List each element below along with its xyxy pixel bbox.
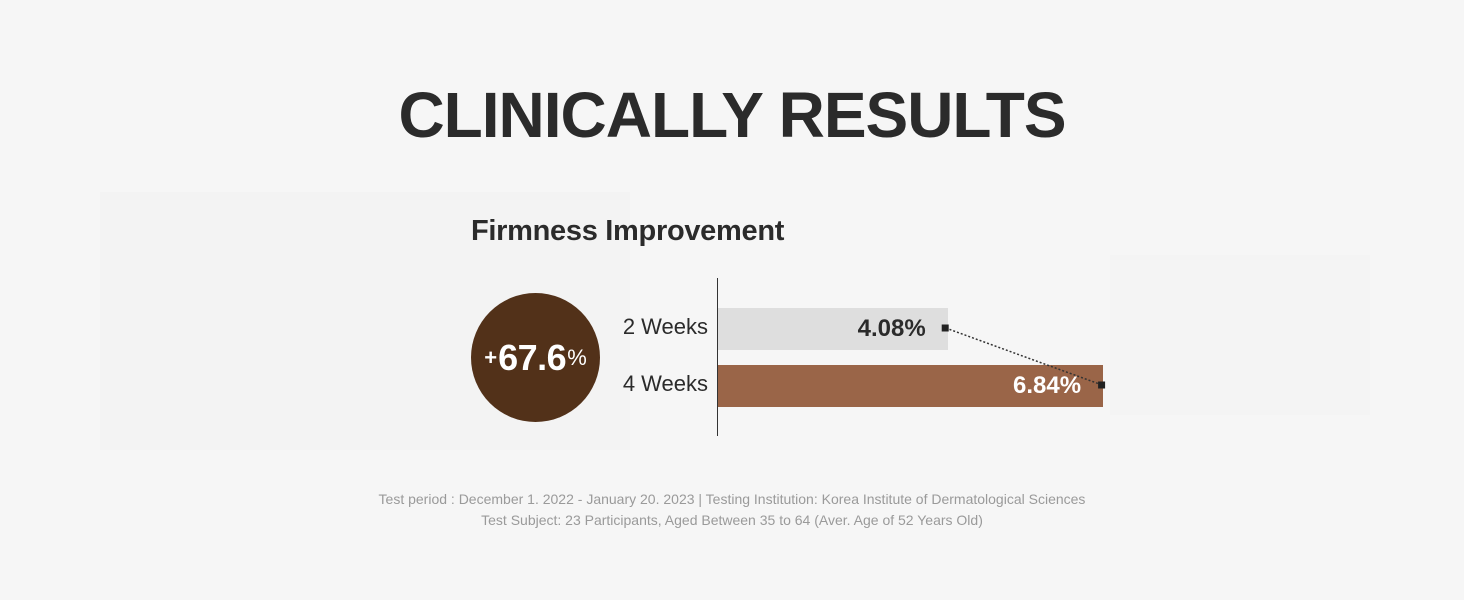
chart-title: Firmness Improvement bbox=[471, 215, 785, 247]
chart-axis-line bbox=[717, 278, 718, 436]
test-period-note: Test period : December 1. 2022 - January… bbox=[378, 491, 1086, 507]
badge-unit: % bbox=[567, 344, 587, 370]
badge-value: 67.6 bbox=[498, 336, 567, 378]
page-title: CLINICALLY RESULTS bbox=[398, 79, 1066, 151]
bar-2-weeks bbox=[718, 308, 948, 350]
test-subject-note: Test Subject: 23 Participants, Aged Betw… bbox=[481, 512, 983, 528]
category-label-4-weeks: 4 Weeks bbox=[622, 371, 708, 396]
improvement-badge: + 67.6 % bbox=[471, 293, 600, 422]
bar-value-4-weeks: 6.84% bbox=[1013, 372, 1082, 399]
background-photo-right bbox=[1110, 255, 1370, 415]
badge-sign: + bbox=[484, 344, 498, 370]
category-label-2-weeks: 2 Weeks bbox=[622, 314, 708, 339]
bar-value-2-weeks: 4.08% bbox=[857, 315, 926, 342]
